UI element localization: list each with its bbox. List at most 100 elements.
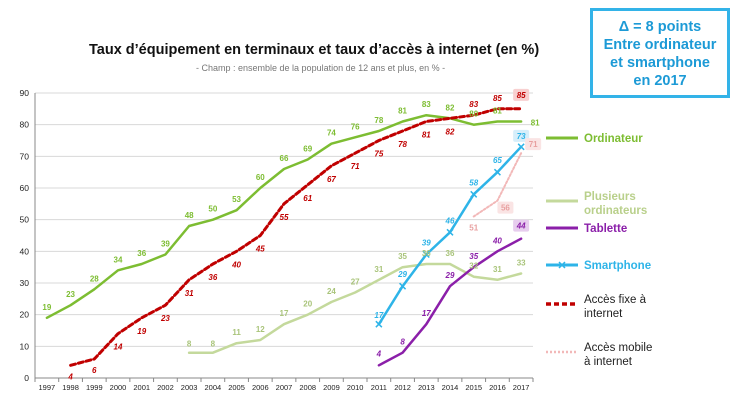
data-label-box [513,88,530,101]
data-label-0: 80 [469,110,478,119]
data-label-4: 19 [137,327,146,336]
data-label-4: 31 [185,289,194,298]
y-tick-label: 30 [20,278,30,288]
data-label-3: 46 [445,216,455,225]
data-label-3: 29 [397,270,407,279]
callout-line-2: Entre ordinateur [603,37,717,53]
series-line-4 [69,107,523,367]
data-label-1: 35 [398,252,407,261]
data-label-4: 6 [92,366,97,375]
x-tick-label: 2016 [489,383,506,392]
data-label-5: 51 [469,224,478,233]
legend-label: Ordinateur [584,133,643,145]
data-label-4: 82 [446,127,455,136]
data-label-3: 58 [469,178,478,187]
data-label-4: 71 [351,162,360,171]
y-tick-label: 70 [20,151,30,161]
data-label-2: 29 [445,271,455,280]
x-tick-label: 2007 [276,383,293,392]
data-label-3: 17 [374,311,383,320]
legend-label: Plusieurs [584,191,636,203]
x-tick-label: 1998 [62,383,79,392]
data-label-3: 65 [493,156,502,165]
data-label-0: 76 [351,122,360,131]
data-label-4: 83 [469,100,478,109]
callout-line-3: et smartphone [610,55,710,71]
x-tick-label: 2015 [465,383,482,392]
data-label-1: 8 [187,340,192,349]
x-tick-label: 2008 [299,383,316,392]
x-tick-label: 2010 [347,383,364,392]
data-label-2: 44 [516,222,526,231]
data-label-4: 78 [398,140,407,149]
data-label-5: 71 [529,140,538,149]
data-label-1: 31 [374,265,383,274]
data-label-2: 40 [492,236,502,245]
data-label-1: 8 [211,340,216,349]
chart-subtitle: - Champ : ensemble de la population de 1… [196,63,446,73]
x-tick-label: 2000 [110,383,127,392]
data-label-0: 66 [280,154,289,163]
callout-line-4: en 2017 [633,73,687,89]
series-point-3 [422,250,430,259]
data-label-3: 73 [517,132,526,141]
data-label-4: 67 [327,175,336,184]
data-label-0: 82 [446,103,455,112]
data-label-0: 69 [303,145,312,154]
data-label-0: 19 [42,303,51,312]
legend-label: internet [584,308,623,320]
data-label-0: 28 [90,274,99,283]
data-label-box [525,138,542,151]
data-label-1: 36 [422,249,431,258]
data-label-4: 36 [208,273,217,282]
legend-label: à internet [584,356,633,368]
callout-line-1: Δ = 8 points [618,19,702,35]
data-label-4: 75 [374,150,383,159]
series-point-3 [399,282,407,290]
series-point-3 [470,190,478,198]
y-tick-label: 40 [20,246,30,256]
data-label-0: 39 [161,240,170,249]
series-point-3 [446,228,454,236]
data-label-0: 36 [137,249,146,258]
data-label-5: 56 [501,204,510,213]
x-tick-label: 2011 [371,383,387,392]
x-tick-label: 2012 [394,383,411,392]
y-tick-label: 0 [24,373,29,383]
data-label-0: 81 [531,119,540,128]
data-label-1: 32 [469,262,478,271]
data-label-0: 83 [422,100,431,109]
legend-label: Smartphone [584,260,651,272]
data-label-4: 85 [517,91,526,100]
x-tick-label: 2005 [228,383,245,392]
data-label-0: 81 [493,107,502,116]
x-tick-label: 2001 [133,383,150,392]
data-label-0: 48 [185,211,194,220]
data-label-0: 23 [66,290,75,299]
data-label-0: 34 [114,255,123,264]
data-label-3: 39 [422,239,431,248]
series-point-3 [493,168,501,176]
delta-callout-box: Δ = 8 points Entre ordinateur et smartph… [590,8,730,98]
y-tick-label: 10 [20,341,30,351]
data-label-4: 45 [255,245,265,254]
y-tick-label: 90 [20,88,30,98]
data-label-4: 23 [160,314,170,323]
data-label-box [497,201,514,214]
series-line-2 [377,237,523,367]
data-label-2: 4 [376,349,382,358]
data-label-4: 61 [303,194,312,203]
y-tick-label: 50 [20,215,30,225]
x-tick-label: 1997 [39,383,56,392]
x-tick-label: 2009 [323,383,340,392]
data-label-2: 8 [400,338,405,347]
data-label-box [513,129,530,142]
series-point-3 [517,143,525,151]
x-tick-label: 2013 [418,383,435,392]
y-tick-label: 80 [20,120,30,130]
x-tick-label: 2014 [442,383,459,392]
data-label-2: 35 [469,252,478,261]
x-tick-label: 2002 [157,383,174,392]
data-label-1: 33 [517,259,526,268]
data-label-1: 31 [493,265,502,274]
